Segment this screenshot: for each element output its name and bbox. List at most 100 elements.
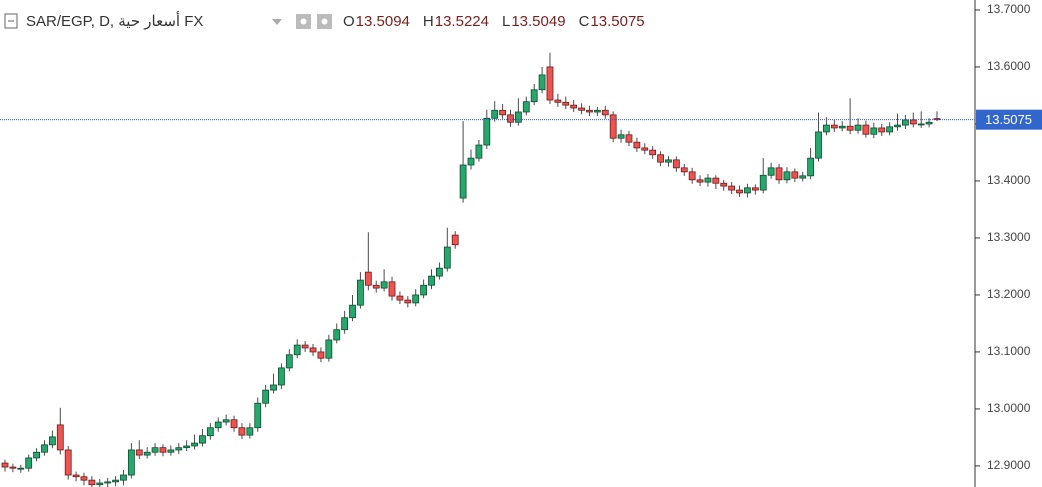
y-tick-label: 12.9000: [987, 458, 1031, 472]
ohlc-label: C: [579, 13, 590, 30]
y-tick-label: 13.7000: [987, 2, 1031, 16]
dropdown-arrow[interactable]: [272, 19, 282, 25]
candle-body: [744, 187, 751, 194]
candle-body: [175, 447, 183, 451]
ohlc-value: 13.5094: [356, 13, 410, 30]
y-tick-label: 13.2000: [987, 287, 1031, 301]
candle-body: [665, 159, 672, 163]
candle-body: [775, 167, 783, 181]
candle-body: [538, 74, 546, 91]
candle-body: [436, 267, 443, 277]
collapse-icon[interactable]: [4, 13, 18, 29]
candle-body: [127, 449, 135, 476]
ohlc-value: 13.5075: [590, 13, 644, 30]
candle-body: [404, 299, 412, 304]
last-price-box: [976, 109, 1042, 130]
candle-body: [388, 281, 396, 297]
candle-body: [649, 149, 657, 156]
candle-body: [846, 125, 854, 131]
candle-body: [285, 354, 293, 369]
candle-body: [357, 279, 364, 306]
candle-body: [657, 154, 664, 163]
candle-body: [167, 449, 175, 453]
candle-body: [862, 124, 870, 135]
candle-body: [143, 451, 151, 456]
candle-body: [309, 347, 317, 353]
candle-body: [396, 295, 404, 301]
candle-body: [72, 474, 80, 478]
candle-body: [380, 281, 388, 289]
candle-body: [562, 101, 570, 106]
candle-body: [214, 421, 222, 429]
candle-body: [80, 476, 88, 481]
candle-body: [570, 104, 578, 109]
candle-body: [467, 157, 475, 166]
candle-body: [112, 479, 119, 483]
candle-body: [151, 447, 159, 453]
candle-body: [933, 118, 941, 121]
candle-body: [17, 467, 25, 470]
candle-body: [246, 427, 254, 436]
candle-body: [578, 107, 585, 111]
candle-body: [767, 167, 775, 176]
candle-body: [886, 126, 894, 133]
candle-body: [325, 339, 333, 359]
candle-body: [530, 89, 538, 103]
candle-body: [894, 124, 901, 128]
candle-body: [625, 134, 633, 143]
candle-body: [641, 147, 649, 151]
candle-body: [48, 436, 56, 446]
candle-body: [838, 125, 846, 129]
candle-body: [459, 164, 467, 199]
candle-body: [230, 419, 238, 429]
y-tick-label: 13.4000: [987, 173, 1031, 187]
chart-title: SAR/EGP, D, أسعار حية FX: [26, 11, 203, 30]
candle-body: [736, 189, 743, 194]
candle-body: [301, 344, 309, 349]
candle-body: [830, 124, 838, 129]
candle-body: [88, 479, 96, 486]
candle-body: [199, 435, 206, 444]
candle-body: [206, 427, 214, 437]
candle-body: [680, 167, 688, 173]
candle-body: [601, 109, 609, 116]
candle-body: [728, 185, 736, 191]
candle-body: [593, 109, 601, 113]
candle-body: [870, 127, 878, 135]
candle-body: [617, 134, 625, 139]
candle-body: [222, 419, 230, 423]
y-tick-label: 13.0000: [987, 401, 1031, 415]
candle-body: [925, 121, 933, 125]
candle-body: [341, 317, 349, 331]
candle-body: [878, 127, 886, 133]
candle-body: [609, 114, 617, 139]
y-tick-label: 13.1000: [987, 344, 1031, 358]
candle-body: [293, 344, 301, 356]
candle-body: [720, 182, 728, 187]
candle-body: [783, 171, 791, 181]
candle-body: [420, 284, 428, 296]
candle-body: [909, 119, 917, 125]
settings-icon-dot: [321, 18, 328, 25]
candle-body: [799, 175, 807, 179]
eye-icon-dot: [300, 18, 307, 25]
candle-body: [183, 445, 191, 449]
candle-body: [412, 294, 420, 304]
candle-body: [443, 246, 451, 269]
candle-body: [633, 141, 641, 149]
candle-body: [491, 109, 499, 119]
y-tick-label: 13.6000: [987, 59, 1031, 73]
candle-body: [238, 427, 246, 436]
candle-body: [672, 159, 680, 169]
candle-body: [902, 119, 909, 126]
candle-body: [554, 99, 562, 103]
candle-body: [33, 451, 40, 459]
candle-body: [688, 171, 696, 181]
candle-body: [364, 271, 372, 286]
last-price-label: 13.5075: [985, 112, 1032, 127]
ohlc-label: L: [502, 13, 510, 30]
candle-body: [278, 367, 285, 386]
candle-body: [546, 66, 554, 101]
candle-body: [751, 187, 759, 191]
